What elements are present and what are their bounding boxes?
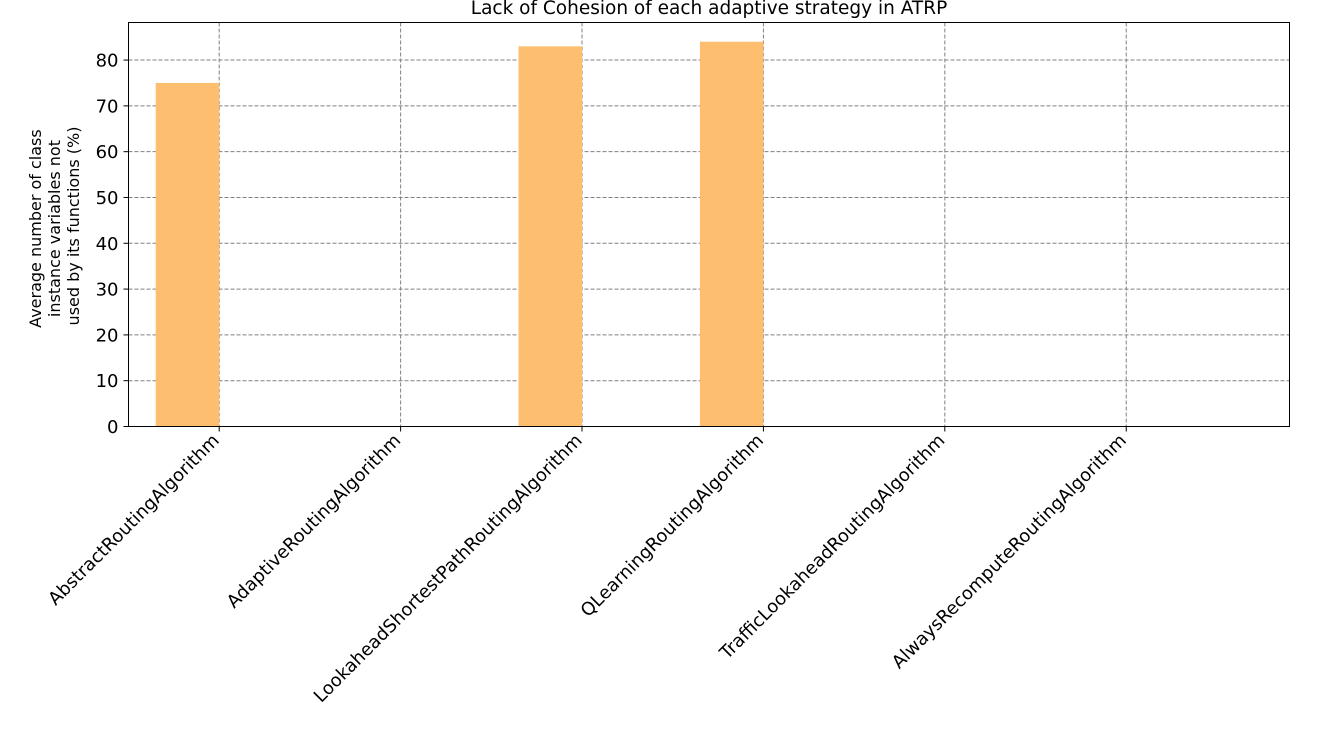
y-tick-label: 70 xyxy=(96,96,119,117)
x-axis: AbstractRoutingAlgorithm AdaptiveRoutingA… xyxy=(44,426,1131,707)
y-tick-label: 20 xyxy=(96,325,119,346)
x-tick-label: AdaptiveRoutingAlgorithm xyxy=(223,430,405,612)
bar xyxy=(155,82,220,427)
y-tick-label: 10 xyxy=(96,371,119,392)
x-tick-label: AbstractRoutingAlgorithm xyxy=(44,430,223,609)
x-tick-label: TrafficLookaheadRoutingAlgorithm xyxy=(715,430,949,664)
chart-title: Lack of Cohesion of each adaptive strate… xyxy=(471,0,947,19)
y-axis-label-line-3: used by its functions (%) xyxy=(64,127,83,326)
y-axis-label-line-1: Average number of class xyxy=(26,129,45,328)
y-tick-label: 50 xyxy=(96,188,119,209)
y-axis: 0 10 20 30 40 50 60 70 80 xyxy=(96,51,129,438)
y-tick-label: 80 xyxy=(96,51,119,72)
y-axis-label: Average number of class instance variabl… xyxy=(26,124,83,328)
bar xyxy=(699,41,764,427)
y-tick-label: 30 xyxy=(96,280,119,301)
y-tick-label: 40 xyxy=(96,234,119,255)
grid-layer xyxy=(128,22,1290,427)
bars-layer xyxy=(155,41,764,427)
plot-frame xyxy=(128,22,1290,427)
y-tick-label: 0 xyxy=(107,417,118,438)
y-tick-label: 60 xyxy=(96,142,119,163)
bar xyxy=(518,46,583,427)
x-tick-label: QLearningRoutingAlgorithm xyxy=(577,430,768,621)
y-axis-label-line-2: instance variables not xyxy=(45,140,64,317)
